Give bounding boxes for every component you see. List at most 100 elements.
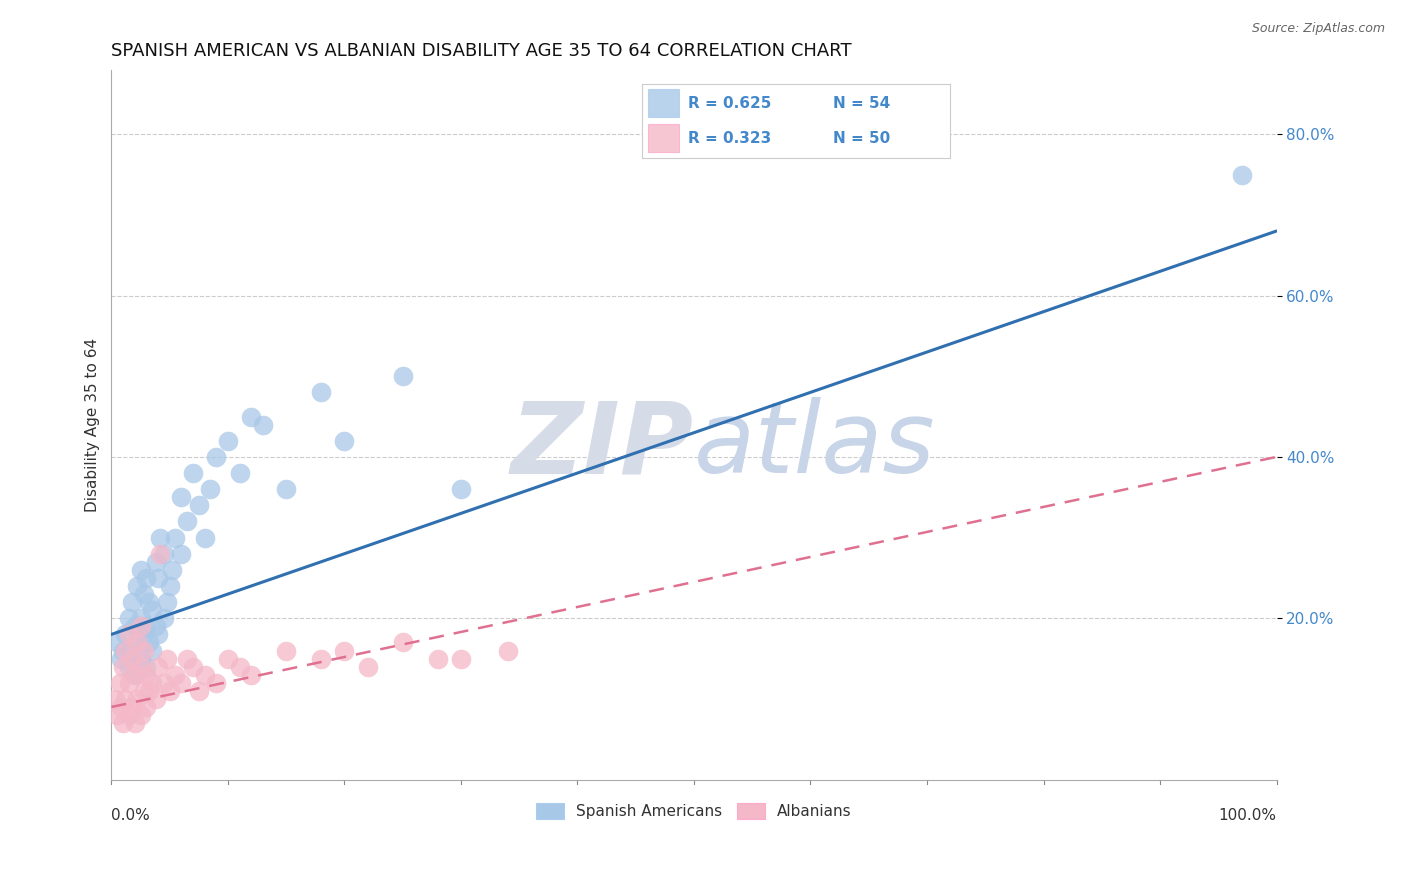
Point (496, 643, 519, 657)
Point (124, 716, 146, 731)
Point (145, 619, 167, 633)
Y-axis label: Disability Age 35 to 64: Disability Age 35 to 64 (86, 337, 100, 512)
Point (391, 635, 413, 649)
Point (121, 700, 143, 714)
Legend: Spanish Americans, Albanians: Spanish Americans, Albanians (530, 797, 858, 825)
Point (125, 579, 148, 593)
Point (357, 659, 380, 673)
Point (228, 659, 250, 673)
Point (129, 659, 152, 673)
Point (105, 708, 128, 723)
Point (129, 563, 152, 577)
Text: Source: ZipAtlas.com: Source: ZipAtlas.com (1251, 22, 1385, 36)
Point (200, 482, 222, 496)
Text: 100.0%: 100.0% (1219, 808, 1277, 823)
Point (112, 716, 135, 731)
Text: 0.0%: 0.0% (111, 808, 150, 823)
Point (114, 643, 136, 657)
Point (129, 611, 152, 625)
Point (309, 651, 332, 665)
Point (160, 563, 183, 577)
Point (205, 450, 228, 464)
Point (138, 595, 160, 609)
Point (333, 643, 356, 657)
Point (170, 547, 193, 561)
Point (141, 643, 163, 657)
Point (129, 651, 152, 665)
Point (333, 434, 356, 448)
Point (205, 675, 228, 690)
Text: ZIP: ZIP (510, 398, 695, 494)
Point (153, 675, 176, 690)
Point (121, 643, 143, 657)
Point (426, 651, 449, 665)
Point (138, 635, 160, 649)
Point (135, 700, 157, 714)
Point (181, 466, 204, 480)
Point (125, 635, 148, 649)
Point (129, 619, 152, 633)
Text: atlas: atlas (695, 398, 935, 494)
Point (132, 684, 155, 698)
Point (170, 675, 193, 690)
Point (240, 409, 263, 424)
Point (252, 417, 274, 432)
Point (176, 651, 198, 665)
Point (104, 692, 127, 706)
Point (194, 667, 217, 681)
Point (118, 708, 141, 723)
Point (165, 667, 187, 681)
Point (118, 627, 141, 641)
Point (217, 651, 239, 665)
Point (135, 659, 157, 673)
Point (159, 684, 181, 698)
Point (132, 643, 155, 657)
Point (141, 675, 163, 690)
Point (156, 595, 179, 609)
Point (105, 635, 128, 649)
Point (118, 611, 141, 625)
Point (276, 482, 298, 496)
Point (124, 667, 146, 681)
Point (153, 611, 176, 625)
Point (170, 490, 193, 504)
Point (165, 531, 187, 545)
Point (125, 635, 148, 649)
Point (450, 651, 472, 665)
Point (124, 619, 146, 633)
Point (132, 587, 155, 601)
Point (187, 498, 209, 512)
Point (141, 603, 163, 617)
Point (159, 579, 181, 593)
Point (121, 595, 143, 609)
Point (110, 651, 132, 665)
Point (276, 643, 298, 657)
Point (145, 692, 167, 706)
Point (135, 619, 157, 633)
Point (391, 369, 413, 384)
Point (228, 466, 250, 480)
Point (149, 547, 172, 561)
Text: SPANISH AMERICAN VS ALBANIAN DISABILITY AGE 35 TO 64 CORRELATION CHART: SPANISH AMERICAN VS ALBANIAN DISABILITY … (111, 42, 852, 60)
Point (114, 627, 136, 641)
Point (135, 667, 157, 681)
Point (114, 692, 136, 706)
Point (135, 571, 157, 585)
Point (110, 700, 132, 714)
Point (450, 482, 472, 496)
Point (118, 675, 141, 690)
Point (309, 385, 332, 400)
Point (156, 651, 179, 665)
Point (181, 659, 204, 673)
Point (138, 684, 160, 698)
Point (187, 684, 209, 698)
Point (176, 515, 198, 529)
Point (1230, 168, 1253, 182)
Point (118, 659, 141, 673)
Point (153, 547, 176, 561)
Point (146, 659, 169, 673)
Point (112, 643, 135, 657)
Point (132, 627, 155, 641)
Point (149, 531, 172, 545)
Point (124, 667, 146, 681)
